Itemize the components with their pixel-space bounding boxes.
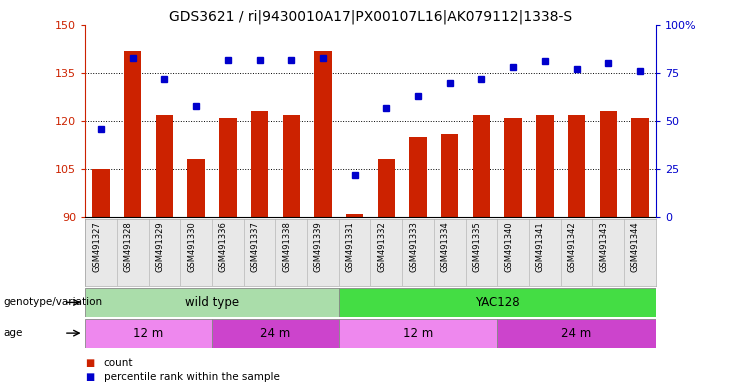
Text: GSM491337: GSM491337 [250, 221, 259, 272]
Text: GSM491327: GSM491327 [92, 221, 101, 271]
Text: GSM491338: GSM491338 [282, 221, 291, 272]
Bar [219, 118, 236, 217]
Bar [339, 319, 497, 348]
Bar [505, 118, 522, 217]
Bar [314, 51, 332, 217]
Bar [497, 319, 656, 348]
Text: GSM491332: GSM491332 [377, 221, 386, 271]
Text: genotype/variation: genotype/variation [4, 297, 103, 308]
Text: GSM491334: GSM491334 [441, 221, 450, 271]
Text: GSM491340: GSM491340 [504, 221, 513, 271]
Bar [536, 114, 554, 217]
Text: age: age [4, 328, 23, 338]
Bar [599, 111, 617, 217]
Text: 12 m: 12 m [133, 327, 164, 339]
Text: GSM491329: GSM491329 [156, 221, 165, 271]
Text: GSM491328: GSM491328 [124, 221, 133, 271]
Text: 24 m: 24 m [260, 327, 290, 339]
Text: GSM491335: GSM491335 [473, 221, 482, 271]
Text: GSM491336: GSM491336 [219, 221, 227, 272]
Text: YAC128: YAC128 [475, 296, 519, 309]
Bar [124, 51, 142, 217]
Bar [568, 114, 585, 217]
Text: GSM491330: GSM491330 [187, 221, 196, 271]
Bar [93, 169, 110, 217]
Bar [282, 114, 300, 217]
Text: GSM491343: GSM491343 [599, 221, 608, 271]
Bar [441, 134, 459, 217]
Bar [187, 159, 205, 217]
Text: GSM491341: GSM491341 [536, 221, 545, 271]
Text: count: count [104, 358, 133, 368]
Text: wild type: wild type [185, 296, 239, 309]
Text: ■: ■ [85, 372, 94, 382]
Text: GSM491342: GSM491342 [568, 221, 576, 271]
Text: percentile rank within the sample: percentile rank within the sample [104, 372, 279, 382]
Bar [85, 319, 212, 348]
Text: 24 m: 24 m [562, 327, 591, 339]
Bar [631, 118, 648, 217]
Text: GSM491339: GSM491339 [314, 221, 323, 271]
Text: GSM491331: GSM491331 [345, 221, 355, 271]
Text: GDS3621 / ri|9430010A17|PX00107L16|AK079112|1338-S: GDS3621 / ri|9430010A17|PX00107L16|AK079… [169, 10, 572, 24]
Bar [339, 288, 656, 317]
Bar [156, 114, 173, 217]
Text: ■: ■ [85, 358, 94, 368]
Text: GSM491344: GSM491344 [631, 221, 640, 271]
Bar [251, 111, 268, 217]
Bar [473, 114, 490, 217]
Text: GSM491333: GSM491333 [409, 221, 418, 272]
Text: 12 m: 12 m [403, 327, 433, 339]
Bar [212, 319, 339, 348]
Bar [409, 137, 427, 217]
Bar [346, 214, 363, 217]
Bar [378, 159, 395, 217]
Bar [85, 288, 339, 317]
